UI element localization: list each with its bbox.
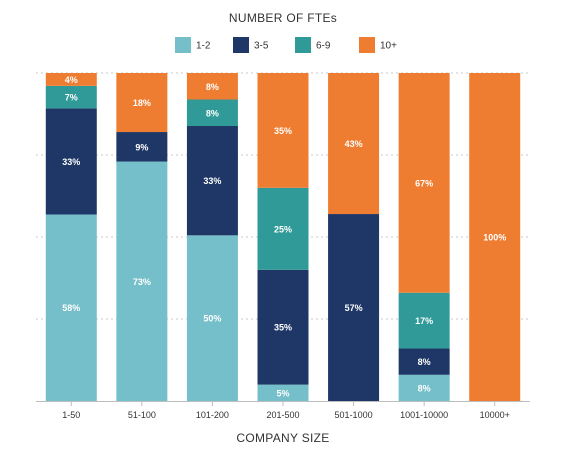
- x-tick-label: 10000+: [480, 410, 510, 420]
- x-axis-ticks: 1-50 51-100 101-200 201-500 501-1000 1001-100…: [62, 401, 510, 420]
- data-label: 8%: [418, 383, 431, 393]
- data-label: 5%: [276, 388, 289, 398]
- data-label: 8%: [206, 108, 219, 118]
- bar-segment-3-5: [186, 126, 238, 236]
- bar-segment-10+: [257, 73, 309, 188]
- bar-segment-1-2: [45, 214, 97, 401]
- x-tick-label: 1-50: [62, 410, 80, 420]
- bar-segment-1-2: [116, 161, 168, 401]
- legend-label: 3-5: [254, 41, 269, 52]
- bar-segment-3-5: [257, 269, 309, 385]
- legend-swatch: [359, 37, 375, 53]
- data-label: 100%: [483, 233, 506, 243]
- legend-item-3-5: 3-5: [233, 37, 269, 53]
- data-label: 43%: [345, 139, 363, 149]
- bar-group-10000+: 100%: [469, 73, 521, 401]
- x-tick-label: 51-100: [128, 410, 156, 420]
- data-label: 33%: [203, 176, 221, 186]
- data-label: 67%: [415, 178, 433, 188]
- data-label: 33%: [62, 157, 80, 167]
- data-label: 4%: [65, 75, 78, 85]
- bar-segment-10+: [398, 73, 450, 293]
- bar-segment-1-2: [398, 374, 450, 401]
- chart-title: NUMBER OF FTEs: [229, 11, 337, 25]
- legend-swatch: [175, 37, 191, 53]
- bar-group-501-1000: 57% 43%: [328, 73, 380, 401]
- data-label: 58%: [62, 303, 80, 313]
- bar-segment-3-5: [398, 348, 450, 375]
- bar-segment-10+: [186, 73, 238, 100]
- legend-item-10+: 10+: [359, 37, 397, 53]
- bar-segment-6-9: [186, 99, 238, 127]
- bar-segment-3-5: [45, 108, 97, 215]
- legend: 1-2 3-5 6-9 10+: [175, 37, 397, 53]
- data-label: 18%: [133, 98, 151, 108]
- bar-segment-10+: [469, 73, 521, 401]
- bar-segment-3-5: [116, 132, 168, 162]
- data-label: 8%: [418, 357, 431, 367]
- bar-segment-10+: [45, 73, 97, 86]
- bar-segment-1-2: [186, 235, 238, 401]
- legend-item-6-9: 6-9: [295, 37, 331, 53]
- bar-segment-6-9: [257, 187, 309, 270]
- bar-group-101-200: 50% 33% 8% 8%: [186, 73, 238, 401]
- bar-segment-10+: [116, 73, 168, 133]
- data-label: 9%: [135, 142, 148, 152]
- x-tick-label: 201-500: [266, 410, 299, 420]
- x-tick-label: 501-1000: [335, 410, 373, 420]
- legend-item-1-2: 1-2: [175, 37, 211, 53]
- x-tick-label: 1001-10000: [400, 410, 448, 420]
- data-label: 17%: [415, 316, 433, 326]
- data-label: 50%: [203, 314, 221, 324]
- bar-group-1-50: 58% 33% 7% 4%: [45, 73, 97, 401]
- bar-group-51-100: 73% 9% 18%: [116, 73, 168, 401]
- bar-group-1001-10000: 8% 8% 17% 67%: [398, 73, 450, 401]
- x-axis-title: COMPANY SIZE: [236, 431, 329, 445]
- bar-segment-6-9: [45, 85, 97, 109]
- bar-segment-6-9: [398, 292, 450, 349]
- x-tick-label: 101-200: [196, 410, 229, 420]
- legend-label: 1-2: [196, 41, 211, 52]
- legend-swatch: [295, 37, 311, 53]
- legend-label: 10+: [380, 41, 397, 52]
- data-label: 8%: [206, 82, 219, 92]
- bar-group-201-500: 5% 35% 25% 35%: [257, 73, 309, 401]
- bar-segment-3-5: [328, 214, 380, 401]
- legend-swatch: [233, 37, 249, 53]
- bar-segment-10+: [328, 73, 380, 215]
- data-label: 73%: [133, 277, 151, 287]
- data-label: 35%: [274, 126, 292, 136]
- legend-label: 6-9: [316, 41, 331, 52]
- data-label: 7%: [65, 93, 78, 103]
- bar-segment-1-2: [257, 384, 309, 401]
- bars: 58%33%7%4%73%9%18%50%33%8%8%5%35%25%35%5…: [45, 73, 521, 401]
- data-label: 57%: [345, 303, 363, 313]
- data-label: 25%: [274, 224, 292, 234]
- data-label: 35%: [274, 323, 292, 333]
